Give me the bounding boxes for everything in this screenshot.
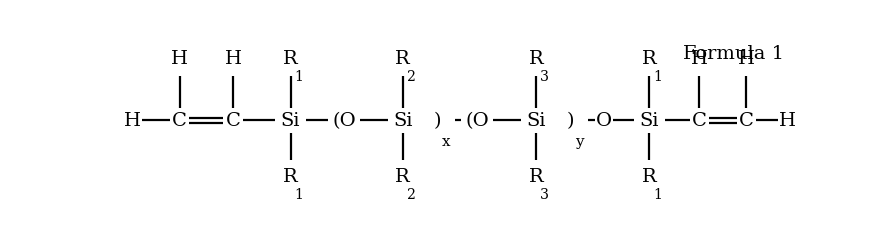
Text: 3: 3 bbox=[540, 187, 549, 201]
Text: C: C bbox=[225, 112, 240, 130]
Text: H: H bbox=[224, 50, 241, 68]
Text: O: O bbox=[595, 112, 611, 130]
Text: 3: 3 bbox=[540, 70, 549, 84]
Text: C: C bbox=[692, 112, 707, 130]
Text: R: R bbox=[395, 50, 410, 68]
Text: Si: Si bbox=[393, 112, 412, 130]
Text: 2: 2 bbox=[407, 187, 416, 201]
Text: C: C bbox=[173, 112, 187, 130]
Text: R: R bbox=[642, 168, 657, 185]
Text: H: H bbox=[779, 112, 796, 130]
Text: (O: (O bbox=[465, 112, 489, 130]
Text: y: y bbox=[575, 134, 584, 148]
Text: ): ) bbox=[566, 112, 574, 130]
Text: Si: Si bbox=[639, 112, 659, 130]
Text: R: R bbox=[529, 50, 544, 68]
Text: (O: (O bbox=[332, 112, 356, 130]
Text: ): ) bbox=[434, 112, 441, 130]
Text: Formula 1: Formula 1 bbox=[683, 45, 784, 63]
Text: H: H bbox=[738, 50, 755, 68]
Text: R: R bbox=[642, 50, 657, 68]
Text: 1: 1 bbox=[294, 187, 303, 201]
Text: R: R bbox=[529, 168, 544, 185]
Text: R: R bbox=[283, 168, 298, 185]
Text: 1: 1 bbox=[654, 187, 662, 201]
Text: H: H bbox=[171, 50, 188, 68]
Text: Si: Si bbox=[281, 112, 300, 130]
Text: C: C bbox=[739, 112, 754, 130]
Text: R: R bbox=[395, 168, 410, 185]
Text: x: x bbox=[443, 134, 451, 148]
Text: H: H bbox=[124, 112, 141, 130]
Text: Si: Si bbox=[527, 112, 546, 130]
Text: 1: 1 bbox=[294, 70, 303, 84]
Text: R: R bbox=[283, 50, 298, 68]
Text: H: H bbox=[691, 50, 708, 68]
Text: 2: 2 bbox=[407, 70, 416, 84]
Text: 1: 1 bbox=[654, 70, 662, 84]
